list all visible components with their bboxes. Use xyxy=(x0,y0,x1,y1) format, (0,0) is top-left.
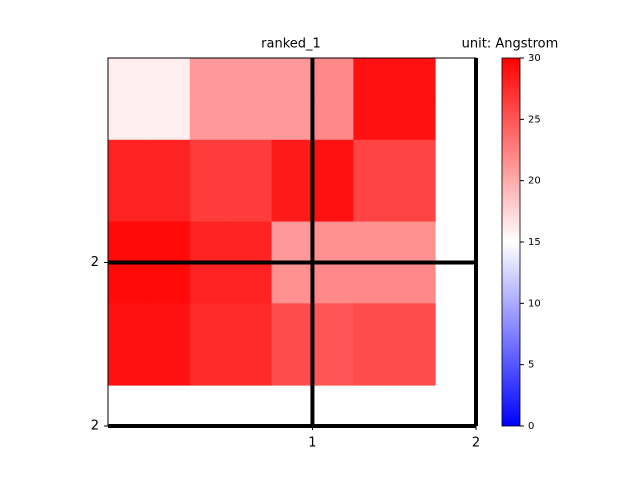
heatmap-cell xyxy=(394,58,436,100)
colorbar-tick-label: 0 xyxy=(528,421,534,432)
heatmap-cell xyxy=(394,180,436,223)
heatmap-cell xyxy=(353,98,395,141)
heatmap-cell xyxy=(312,58,354,100)
heatmap-cell xyxy=(312,180,354,223)
heatmap-cell xyxy=(271,98,313,141)
heatmap-cell xyxy=(271,58,313,100)
colorbar-tick-label: 15 xyxy=(528,237,541,248)
heatmap-cell xyxy=(108,58,150,100)
heatmap-cell xyxy=(108,98,150,141)
colorbar-tick-label: 20 xyxy=(528,176,541,187)
heatmap-cell xyxy=(353,139,395,182)
heatmap-cell xyxy=(312,221,354,263)
heatmap-cell xyxy=(189,303,232,345)
heatmap-cell xyxy=(189,139,232,182)
heatmap-cell xyxy=(108,303,150,345)
heatmap-cell xyxy=(148,262,191,304)
heatmap-cell xyxy=(108,180,150,223)
y-tick-label: 2 xyxy=(91,255,99,270)
heatmap-cell xyxy=(189,344,232,386)
heatmap-cell xyxy=(148,303,191,345)
colorbar-tick-label: 25 xyxy=(528,114,541,125)
heatmap-cell xyxy=(108,221,150,263)
heatmap-cell xyxy=(230,344,273,386)
heatmap-cell xyxy=(394,262,436,304)
heatmap-cell xyxy=(271,221,313,263)
colorbar-tick-label: 5 xyxy=(528,360,534,371)
y-tick-label: 2 xyxy=(91,419,99,434)
heatmap-cell xyxy=(353,262,395,304)
heatmap-cell xyxy=(189,221,232,263)
heatmap-cell xyxy=(394,221,436,263)
heatmap-cell xyxy=(230,58,273,100)
x-tick-label: 2 xyxy=(472,436,480,451)
heatmap-cell xyxy=(271,180,313,223)
heatmap-cell xyxy=(230,221,273,263)
heatmap-cell xyxy=(189,262,232,304)
heatmap-cell xyxy=(230,180,273,223)
heatmap-cell xyxy=(394,139,436,182)
heatmap-cell xyxy=(271,344,313,386)
heatmap-cell xyxy=(189,98,232,141)
heatmap-cell xyxy=(353,344,395,386)
heatmap-cell xyxy=(148,58,191,100)
heatmap-cell xyxy=(230,139,273,182)
heatmap-cell xyxy=(394,344,436,386)
heatmap-cell xyxy=(312,262,354,304)
heatmap-cell xyxy=(148,98,191,141)
heatmap-cell xyxy=(353,58,395,100)
heatmap-cell xyxy=(230,303,273,345)
colorbar xyxy=(501,57,521,427)
heatmap-cell xyxy=(230,262,273,304)
colorbar-label: unit: Angstrom xyxy=(462,37,559,52)
heatmap-cell xyxy=(230,98,273,141)
heatmap-cell xyxy=(189,58,232,100)
heatmap-cell xyxy=(189,180,232,223)
heatmap-cell xyxy=(148,180,191,223)
heatmap-cell xyxy=(394,303,436,345)
heatmap-cell xyxy=(148,221,191,263)
heatmap-cell xyxy=(312,98,354,141)
heatmap-cell xyxy=(148,344,191,386)
heatmap-cell xyxy=(394,98,436,141)
heatmap-cell xyxy=(312,344,354,386)
heatmap-cell xyxy=(271,262,313,304)
heatmap-cell xyxy=(108,262,150,304)
colorbar-tick-label: 30 xyxy=(528,53,541,64)
heatmap-cell xyxy=(312,139,354,182)
heatmap-cell xyxy=(148,139,191,182)
heatmap-cell xyxy=(353,303,395,345)
heatmap-cell xyxy=(271,139,313,182)
heatmap-cell xyxy=(353,180,395,223)
chart-title: ranked_1 xyxy=(261,37,321,52)
heatmap-cell xyxy=(271,303,313,345)
heatmap-cell xyxy=(108,344,150,386)
heatmap-cell xyxy=(312,303,354,345)
colorbar-tick-label: 10 xyxy=(528,298,541,309)
heatmap-cell xyxy=(353,221,395,263)
x-tick-label: 1 xyxy=(308,436,316,451)
heatmap-cell xyxy=(108,139,150,182)
